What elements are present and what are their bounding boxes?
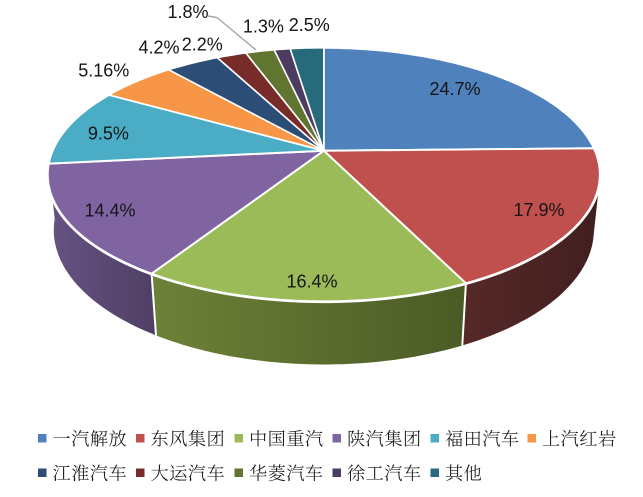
svg-text:24.7%: 24.7% (429, 79, 480, 99)
svg-text:16.4%: 16.4% (286, 272, 337, 292)
svg-text:5.16%: 5.16% (78, 60, 129, 80)
svg-text:17.9%: 17.9% (513, 200, 564, 220)
svg-text:9.5%: 9.5% (88, 124, 129, 144)
svg-text:2.2%: 2.2% (182, 35, 223, 55)
svg-text:4.2%: 4.2% (138, 38, 179, 58)
svg-text:1.3%: 1.3% (243, 17, 284, 37)
svg-text:14.4%: 14.4% (84, 201, 135, 221)
svg-text:1.8%: 1.8% (167, 2, 208, 22)
svg-text:2.5%: 2.5% (289, 15, 330, 35)
